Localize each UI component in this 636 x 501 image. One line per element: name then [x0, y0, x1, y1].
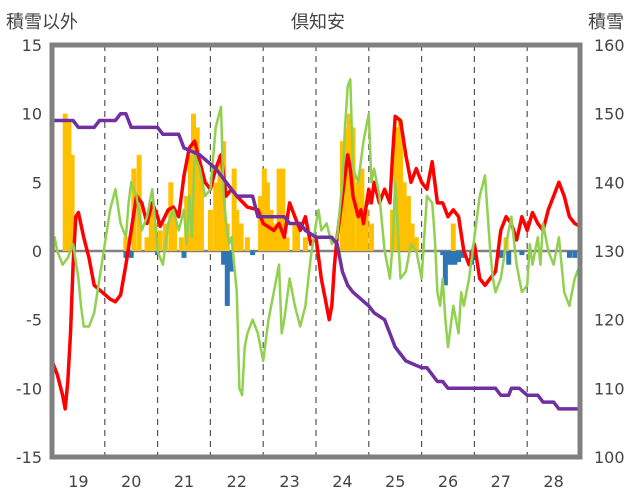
bar — [292, 223, 298, 251]
y-right-tick-label: 150 — [594, 105, 625, 124]
y-left-tick-label: -5 — [26, 311, 42, 330]
bar — [181, 251, 187, 258]
bar — [295, 230, 301, 251]
bar — [572, 251, 578, 258]
bar — [442, 251, 448, 286]
bar — [250, 251, 256, 256]
bar — [62, 113, 68, 252]
x-tick-label: 23 — [279, 472, 299, 491]
bar — [224, 251, 230, 306]
bar — [221, 251, 227, 265]
bar — [244, 237, 250, 251]
y-right-tick-label: 120 — [594, 311, 625, 330]
bar — [213, 182, 219, 251]
bar — [229, 251, 235, 272]
y-left-tick-label: 15 — [22, 36, 42, 55]
bar — [198, 168, 204, 251]
bar — [234, 209, 240, 251]
series-line — [52, 111, 580, 411]
y-right-tick-label: 100 — [594, 448, 625, 467]
bar — [519, 251, 525, 256]
bar — [566, 251, 572, 258]
x-tick-label: 26 — [438, 472, 458, 491]
bar — [445, 251, 451, 265]
bar — [258, 196, 264, 251]
bar — [171, 209, 177, 251]
bar — [69, 154, 75, 251]
series-line — [50, 114, 581, 411]
bar — [459, 251, 465, 258]
chart-title: 倶知安 — [291, 12, 345, 33]
right-axis-title: 積雪 — [588, 12, 624, 33]
series-line — [50, 78, 582, 397]
bar — [144, 237, 150, 251]
bar — [506, 251, 512, 265]
y-left-tick-label: 10 — [22, 105, 42, 124]
bar — [207, 209, 213, 251]
tick-labels: 19 20 21 22 23 24 25 26 27 28 15 10 5 0 -5 -10 -15 160 150… — [16, 36, 625, 491]
y-left-tick-label: -15 — [16, 448, 42, 467]
left-axis-title: 積雪以外 — [6, 12, 78, 33]
y-right-tick-label: 140 — [594, 173, 625, 192]
bar — [152, 223, 158, 251]
bar — [66, 120, 72, 252]
bar — [136, 154, 142, 251]
x-tick-label: 28 — [543, 472, 563, 491]
y-right-tick-label: 130 — [594, 242, 625, 261]
bar — [302, 237, 308, 251]
bar — [452, 251, 458, 265]
bar — [405, 196, 411, 251]
bar — [450, 223, 456, 251]
x-tick-label: 21 — [174, 472, 194, 491]
bar — [231, 168, 237, 251]
y-right-tick-label: 110 — [594, 379, 625, 398]
bar — [397, 120, 403, 252]
x-tick-label: 22 — [227, 472, 247, 491]
bar — [148, 209, 154, 251]
bar — [456, 251, 462, 262]
bar — [409, 223, 415, 251]
bar — [238, 223, 244, 251]
bar — [178, 237, 184, 251]
bar — [280, 168, 286, 251]
y-right-tick-label: 160 — [594, 36, 625, 55]
bar — [449, 251, 455, 265]
bar — [363, 209, 369, 251]
bar — [128, 251, 134, 258]
bar — [217, 154, 223, 251]
y-left-tick-label: -10 — [16, 379, 42, 398]
x-tick-label: 24 — [332, 472, 352, 491]
bar — [343, 127, 349, 251]
bar — [276, 168, 282, 251]
plot-frame — [49, 42, 583, 460]
bar — [261, 168, 267, 251]
bar — [401, 182, 407, 251]
x-tick-label: 25 — [385, 472, 405, 491]
bar — [272, 223, 278, 251]
line-series — [50, 78, 582, 411]
bar — [194, 127, 200, 251]
bar — [498, 251, 504, 258]
bar — [123, 237, 129, 251]
y-left-tick-label: 0 — [32, 242, 42, 261]
bar — [284, 237, 290, 251]
bar — [413, 237, 419, 251]
bar — [368, 223, 374, 251]
bar — [440, 251, 446, 256]
bar — [346, 113, 352, 252]
x-tick-label: 27 — [491, 472, 511, 491]
bar — [157, 230, 163, 251]
x-tick-label: 20 — [121, 472, 141, 491]
x-tick-label: 19 — [68, 472, 88, 491]
y-left-tick-label: 5 — [32, 173, 42, 192]
